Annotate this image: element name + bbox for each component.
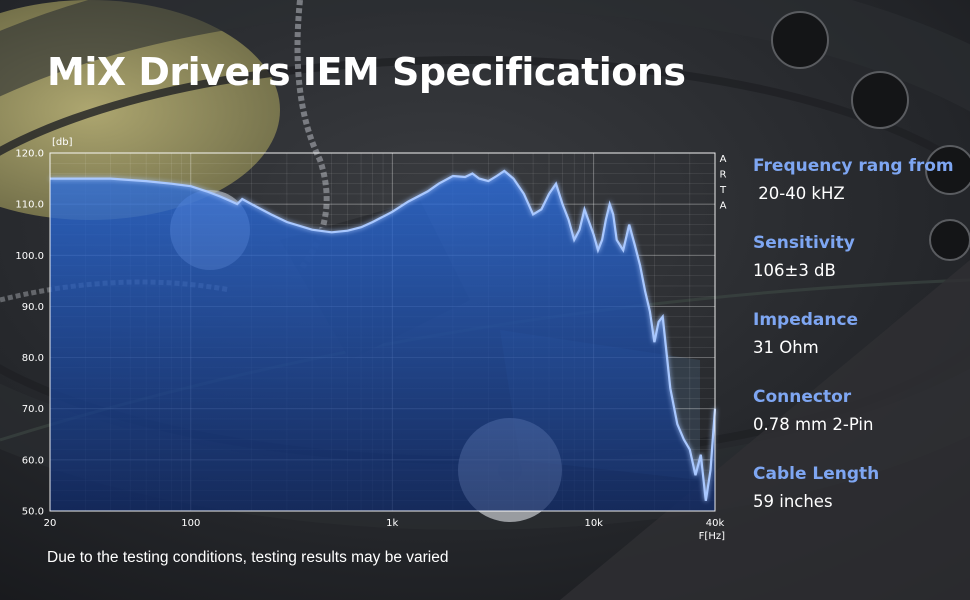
- x-tick-label: 40k: [706, 518, 725, 529]
- spec-label: Sensitivity: [753, 233, 855, 253]
- x-tick-label: 10k: [584, 518, 603, 529]
- response-area: [50, 170, 715, 511]
- spec-label: Frequency rang from: [753, 156, 954, 176]
- spec-value: 59 inches: [753, 492, 833, 511]
- spec-value: 31 Ohm: [753, 338, 819, 357]
- watermark-letter: T: [719, 185, 727, 196]
- response-curve: [50, 169, 717, 501]
- testing-disclaimer: Due to the testing conditions, testing r…: [47, 549, 449, 566]
- y-tick-label: 120.0: [15, 149, 44, 160]
- spec-connector: Connector 0.78 mm 2-Pin: [753, 387, 968, 464]
- spec-label: Cable Length: [753, 464, 880, 484]
- spec-cable-length: Cable Length 59 inches: [753, 464, 968, 541]
- x-tick-label: 20: [44, 518, 57, 529]
- knob: [771, 11, 829, 69]
- y-tick-label: 100.0: [15, 251, 44, 262]
- knob: [851, 71, 909, 129]
- knob: [925, 145, 970, 195]
- spec-label: Connector: [753, 387, 852, 407]
- x-tick-label: 100: [181, 518, 200, 529]
- spec-list: Frequency rang from 20-40 kHZ Sensitivit…: [753, 156, 968, 541]
- y-tick-label: 90.0: [22, 302, 44, 313]
- spec-value: 20-40 kHZ: [753, 184, 845, 203]
- cloth: [560, 260, 970, 600]
- plot-frame: [49, 152, 716, 512]
- y-tick-label: 80.0: [22, 353, 44, 364]
- x-axis-label: F[Hz]: [699, 531, 725, 542]
- spec-value: 0.78 mm 2-Pin: [753, 415, 874, 434]
- spec-impedance: Impedance 31 Ohm: [753, 310, 968, 387]
- y-tick-label: 70.0: [22, 404, 44, 415]
- spec-sensitivity: Sensitivity 106±3 dB: [753, 233, 968, 310]
- watermark-letter: A: [720, 201, 727, 212]
- watermark-letter: R: [720, 170, 727, 181]
- spec-frequency: Frequency rang from 20-40 kHZ: [753, 156, 968, 233]
- knob: [929, 219, 970, 261]
- y-tick-label: 110.0: [15, 200, 44, 211]
- spec-value: 106±3 dB: [753, 261, 836, 280]
- page-title: MiX Drivers IEM Specifications: [47, 50, 686, 94]
- watermark-letter: A: [720, 154, 727, 165]
- y-tick-label: 60.0: [22, 455, 44, 466]
- y-tick-label: 50.0: [22, 507, 44, 518]
- x-tick-label: 1k: [386, 518, 398, 529]
- spec-label: Impedance: [753, 310, 859, 330]
- y-axis-label: [db]: [52, 137, 73, 148]
